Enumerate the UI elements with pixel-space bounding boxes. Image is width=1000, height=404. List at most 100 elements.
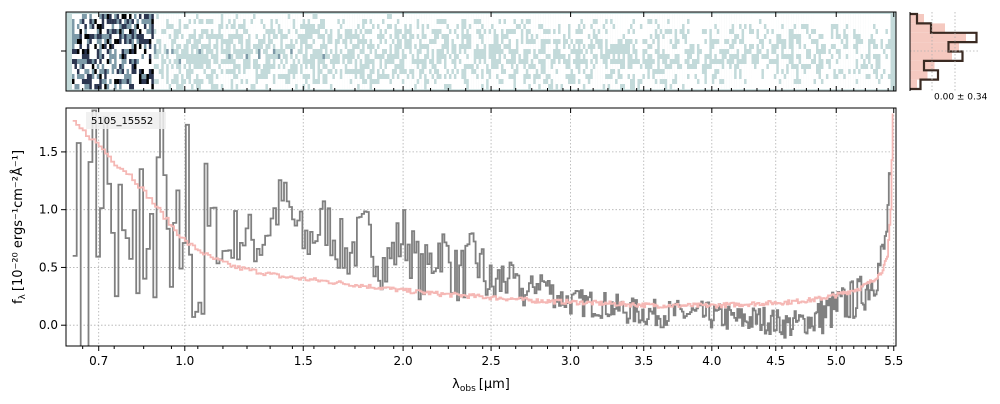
spectrum-2d-pixel: [337, 19, 340, 24]
spectrum-2d-pixel: [258, 64, 261, 69]
spectrum-2d-pixel: [164, 14, 167, 19]
spectrum-2d-pixel: [327, 54, 330, 59]
spectrum-2d-pixel: [836, 39, 839, 44]
spectrum-2d-pixel: [102, 64, 105, 69]
spectrum-2d-pixel: [355, 29, 358, 34]
spectrum-2d-pixel: [243, 39, 246, 44]
spectrum-2d-pixel: [335, 54, 338, 59]
spectrum-2d-pixel: [221, 54, 224, 59]
spectrum-2d-pixel: [816, 69, 819, 74]
spectrum-2d-pixel: [642, 19, 645, 24]
spectrum-2d-pixel: [303, 34, 306, 39]
spectrum-2d-pixel: [231, 59, 234, 64]
spectrum-2d-pixel: [372, 19, 375, 24]
spectrum-2d-pixel: [786, 59, 789, 64]
spectrum-2d-pixel: [625, 84, 628, 89]
spectrum-2d-pixel: [216, 64, 219, 69]
spectrum-2d-pixel: [876, 39, 879, 44]
spectrum-2d-pixel: [74, 39, 77, 44]
spectrum-2d-pixel: [714, 64, 717, 69]
spectrum-2d-pixel: [290, 69, 293, 74]
spectrum-2d-pixel: [784, 54, 787, 59]
spectrum-2d-pixel: [176, 79, 179, 84]
spectrum-2d-pixel: [779, 69, 782, 74]
spectrum-2d-pixel: [404, 59, 407, 64]
spectrum-2d-pixel: [640, 74, 643, 79]
spectrum-2d-pixel: [583, 69, 586, 74]
spectrum-2d-pixel: [265, 54, 268, 59]
spectrum-2d-pixel: [283, 14, 286, 19]
spectrum-2d-pixel: [228, 24, 231, 29]
spectrum-2d-pixel: [404, 79, 407, 84]
spectrum-2d-pixel: [310, 49, 313, 54]
spectrum-2d-pixel: [799, 14, 802, 19]
spectrum-2d-pixel: [99, 44, 102, 49]
spectrum-2d-pixel: [208, 49, 211, 54]
spectrum-2d-pixel: [253, 59, 256, 64]
spectrum-2d-pixel: [722, 69, 725, 74]
spectrum-2d-pixel: [568, 24, 571, 29]
spectrum-2d-pixel: [578, 64, 581, 69]
spectrum-2d-pixel: [134, 44, 137, 49]
spectrum-2d-pixel: [275, 69, 278, 74]
spectrum-2d-pixel: [521, 39, 524, 44]
spectrum-2d-pixel: [766, 39, 769, 44]
spectrum-2d-pixel: [231, 39, 234, 44]
spectrum-2d-pixel: [806, 19, 809, 24]
spectrum-2d-pixel: [796, 74, 799, 79]
spectrum-2d-pixel: [590, 29, 593, 34]
spectrum-2d-pixel: [325, 49, 328, 54]
spectrum-2d-pixel: [417, 74, 420, 79]
spectrum-2d-pixel: [327, 64, 330, 69]
spectrum-2d-pixel: [801, 64, 804, 69]
spectrum-2d-pixel: [620, 44, 623, 49]
spectrum-2d-pixel: [117, 54, 120, 59]
spectrum-2d-pixel: [789, 84, 792, 89]
spectrum-2d-pixel: [801, 14, 804, 19]
spectrum-2d-pixel: [752, 84, 755, 89]
spectrum-2d-pixel: [794, 34, 797, 39]
spectrum-2d-pixel: [476, 79, 479, 84]
spectrum-2d-pixel: [360, 59, 363, 64]
spectrum-2d-pixel: [446, 24, 449, 29]
spectrum-2d-pixel: [87, 29, 90, 34]
spectrum-2d-pixel: [761, 79, 764, 84]
spectrum-2d-pixel: [533, 19, 536, 24]
spectrum-2d-pixel: [885, 44, 888, 49]
spectrum-2d-pixel: [189, 79, 192, 84]
spectrum-2d-pixel: [600, 84, 603, 89]
spectrum-2d-pixel: [484, 19, 487, 24]
spectrum-2d-pixel: [308, 69, 311, 74]
spectrum-2d-pixel: [761, 14, 764, 19]
spectrum-2d-pixel: [422, 59, 425, 64]
spectrum-2d-pixel: [352, 84, 355, 89]
spectrum-2d-pixel: [846, 64, 849, 69]
spectrum-2d-pixel: [384, 59, 387, 64]
spectrum-2d-pixel: [816, 14, 819, 19]
spectrum-2d-pixel: [260, 39, 263, 44]
spectrum-2d-pixel: [702, 34, 705, 39]
spectrum-2d-pixel: [231, 19, 234, 24]
spectrum-2d-pixel: [122, 19, 125, 24]
spectrum-2d-pixel: [528, 79, 531, 84]
spectrum-2d-pixel: [446, 29, 449, 34]
spectrum-2d-pixel: [779, 79, 782, 84]
spectrum-2d-pixel: [575, 69, 578, 74]
spectrum-2d-pixel: [181, 39, 184, 44]
spectrum-2d-pixel: [548, 84, 551, 89]
spectrum-2d-pixel: [280, 19, 283, 24]
spectrum-2d-pixel: [315, 34, 318, 39]
spectrum-2d-pixel: [600, 74, 603, 79]
spectrum-2d-pixel: [422, 49, 425, 54]
spectrum-2d-pixel: [231, 49, 234, 54]
spectrum-2d-pixel: [347, 69, 350, 74]
spectrum-2d-pixel: [434, 74, 437, 79]
spectrum-2d-pixel: [642, 59, 645, 64]
spectrum-2d-pixel: [82, 39, 85, 44]
spectrum-2d-pixel: [794, 49, 797, 54]
spectrum-2d-pixel: [588, 24, 591, 29]
spectrum-2d-pixel: [407, 79, 410, 84]
spectrum-2d-pixel: [94, 39, 97, 44]
spectrum-2d-pixel: [744, 39, 747, 44]
spectrum-2d-pixel: [357, 14, 360, 19]
